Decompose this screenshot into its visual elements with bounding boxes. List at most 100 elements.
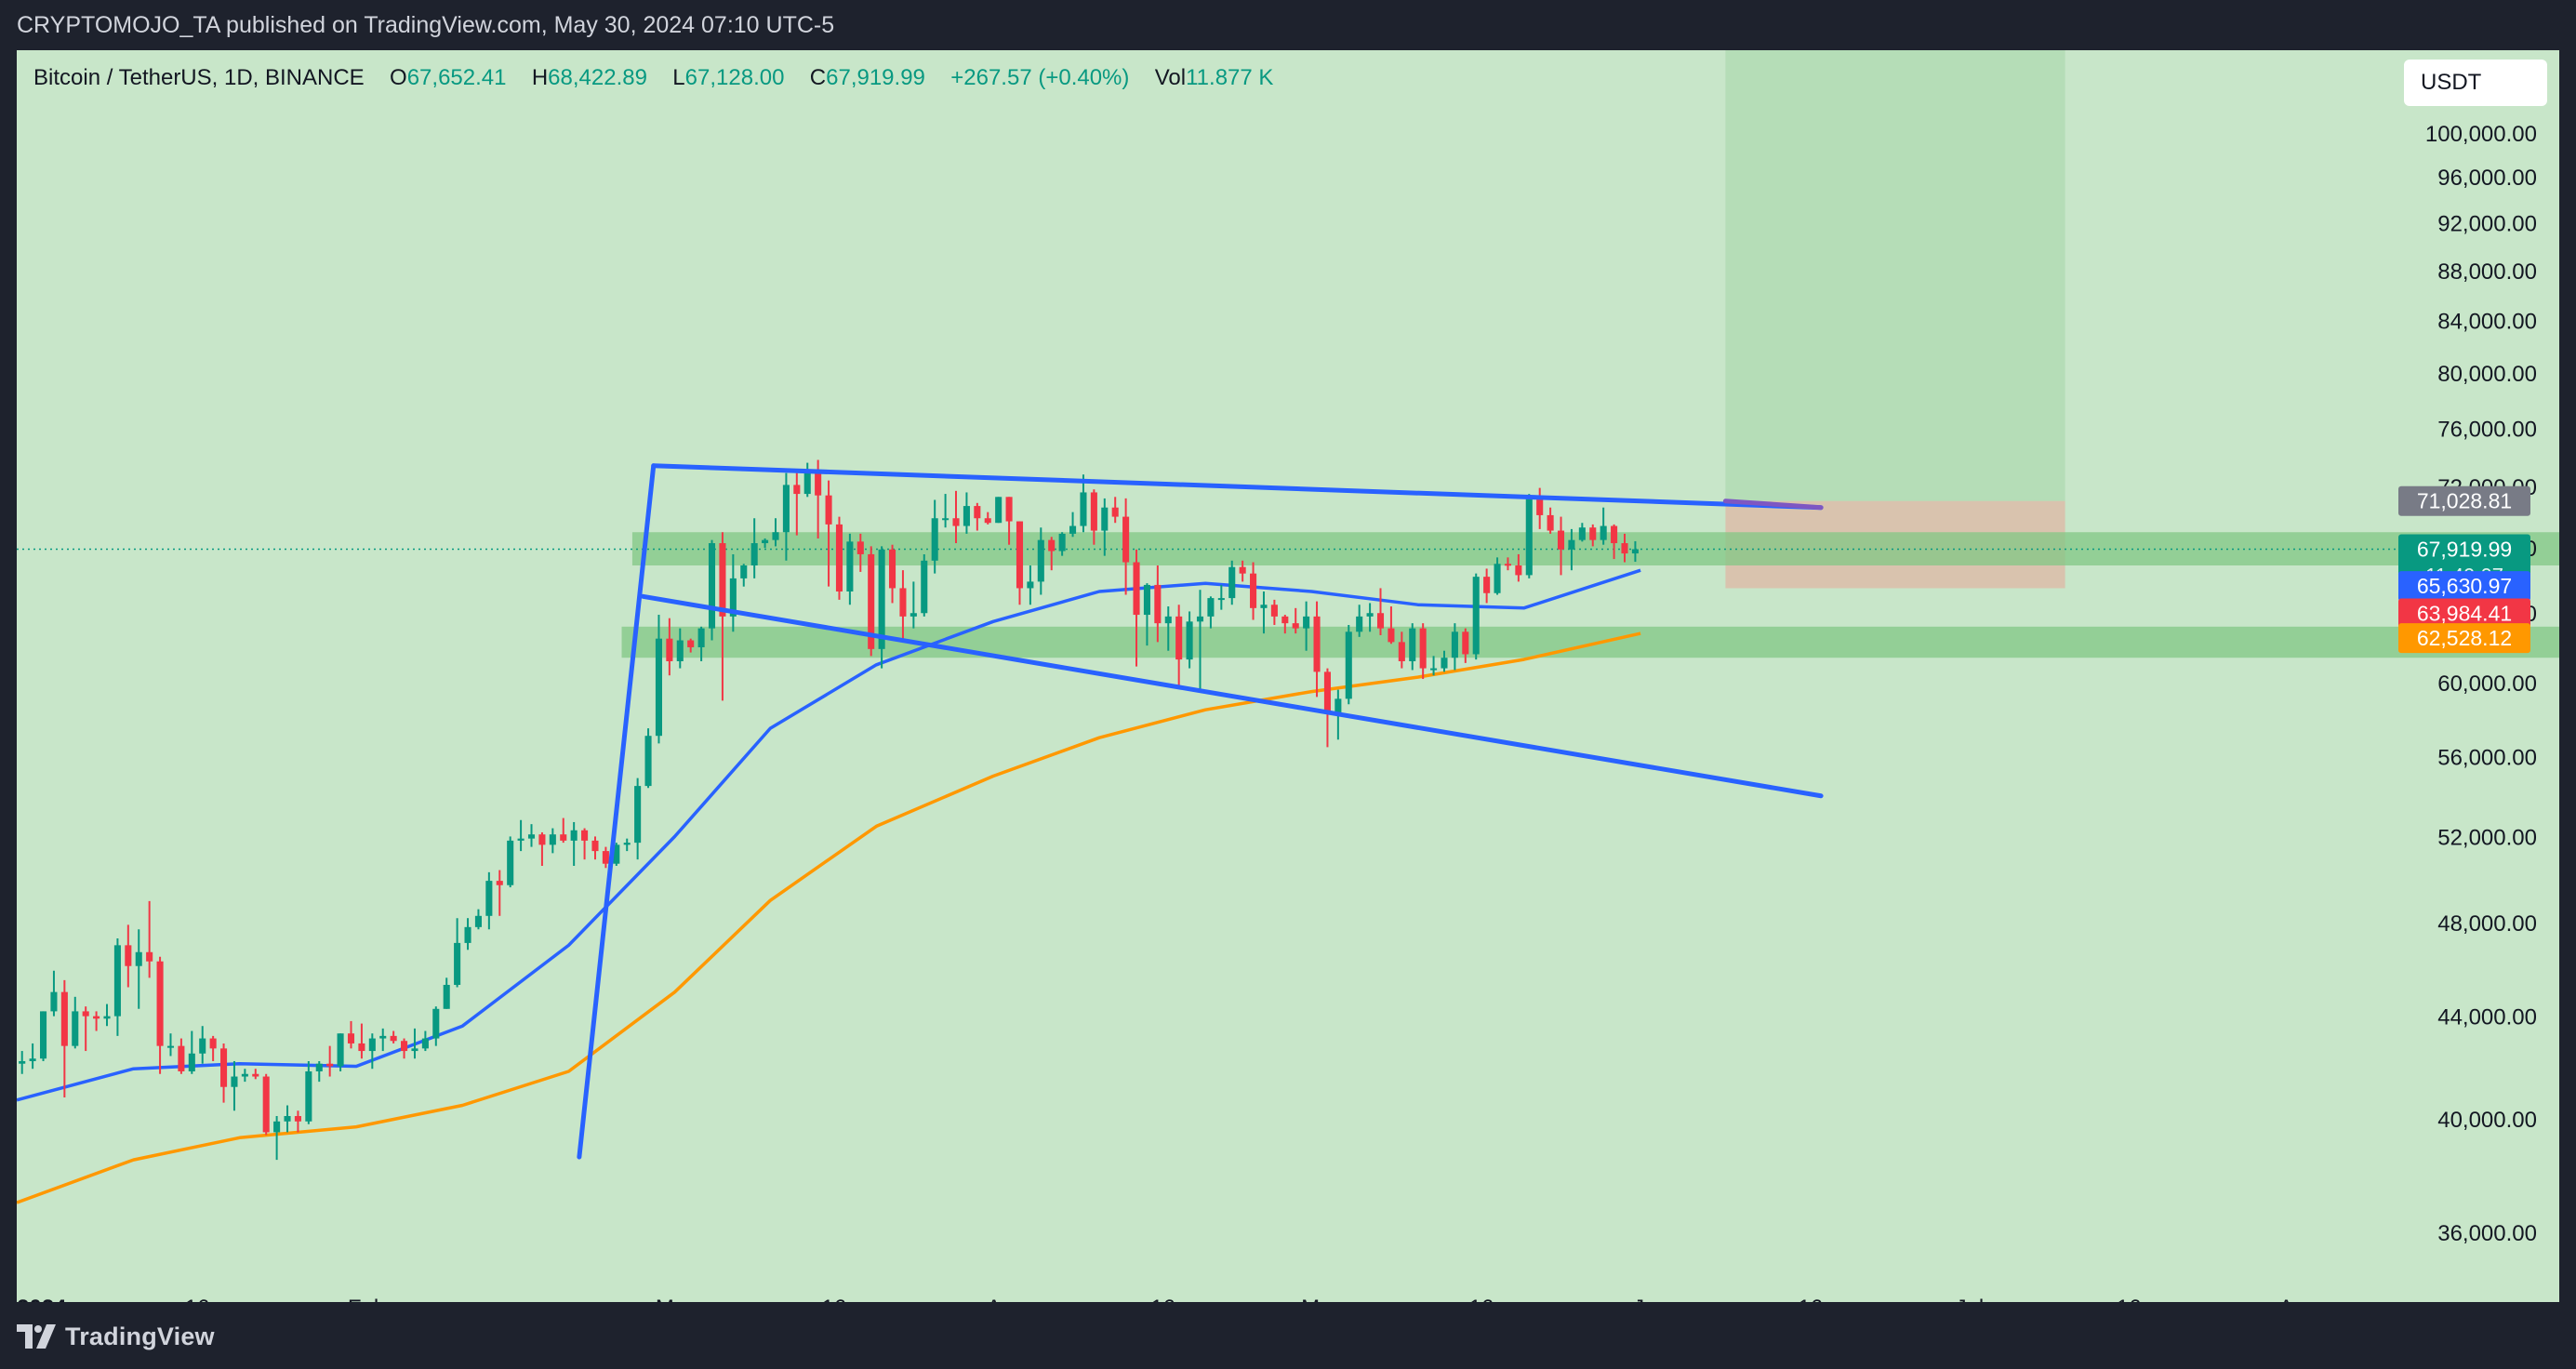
candle-body — [1334, 698, 1342, 714]
candle-body — [1196, 616, 1204, 622]
close-label: C — [809, 65, 827, 90]
price-axis-label: 92,000.00 — [2437, 211, 2537, 236]
candle-body — [1048, 539, 1056, 552]
candle-body — [390, 1035, 397, 1042]
candle-body — [1111, 507, 1119, 517]
candle-body — [1058, 533, 1066, 552]
candle-body — [496, 881, 503, 885]
candle-body — [1631, 549, 1639, 554]
price-axis-label: 84,000.00 — [2437, 310, 2537, 335]
price-badge-label: 67,919.99 — [2417, 537, 2512, 561]
trendline-1 — [577, 463, 657, 1160]
candle-body — [1186, 621, 1193, 660]
candle-body — [1292, 623, 1299, 629]
candle-body — [1228, 566, 1236, 599]
candle-body — [220, 1048, 228, 1087]
candle-body — [1504, 564, 1512, 566]
footer-brand[interactable]: TradingView — [65, 1322, 215, 1350]
low-label: L — [672, 65, 685, 90]
candle-body — [326, 1063, 334, 1067]
candle-body — [273, 1121, 281, 1133]
candle-body — [1472, 577, 1480, 655]
chart-pane[interactable]: 36,000.00 40,000.00 44,000.00 48,000.00 52,0… — [17, 50, 2559, 1302]
high-value: 68,422.89 — [548, 65, 647, 90]
price-axis-label: 36,000.00 — [2437, 1221, 2537, 1246]
candle-body — [1388, 628, 1395, 643]
price-badge-label: 62,528.12 — [2417, 626, 2512, 650]
candle-body — [1090, 492, 1097, 531]
candle-body — [899, 588, 907, 617]
candle-body — [878, 549, 885, 649]
candle-body — [1005, 497, 1013, 522]
ohlc-legend: Bitcoin / TetherUS, 1D, BINANCE O67,652.… — [33, 65, 1273, 91]
price-badge-label: 63,984.41 — [2417, 602, 2512, 626]
candle-body — [1101, 507, 1109, 531]
time-axis-label: 16 — [1469, 1296, 1494, 1302]
candle-body — [432, 1008, 440, 1039]
candle-body — [995, 497, 1003, 524]
open-value: 67,652.41 — [406, 65, 507, 90]
candle-body — [1515, 565, 1522, 576]
candle-body — [517, 838, 524, 841]
candle-body — [1356, 616, 1363, 632]
candle-body — [1430, 668, 1438, 671]
candle-body — [750, 543, 758, 565]
candle-body — [284, 1116, 291, 1122]
candle-body — [166, 1045, 175, 1048]
candle-body — [623, 843, 631, 845]
time-axis-label: Mar — [656, 1296, 694, 1302]
price-badge-label: 71,028.81 — [2417, 489, 2512, 513]
candle-body — [538, 834, 546, 845]
price-axis-label: 56,000.00 — [2437, 746, 2537, 771]
candle-body — [19, 1060, 26, 1064]
candle-body — [1323, 671, 1331, 714]
candlestick-chart[interactable]: 36,000.00 40,000.00 44,000.00 48,000.00 52,0… — [17, 50, 2559, 1302]
candle-body — [178, 1045, 185, 1071]
price-badge — [2398, 485, 2530, 516]
candle-body — [1578, 527, 1586, 540]
currency-button[interactable]: USDT — [2404, 60, 2547, 106]
candle-body — [942, 518, 949, 521]
time-axis-label: Aug — [2278, 1296, 2318, 1302]
candle-body — [856, 541, 864, 554]
candle-body — [549, 834, 556, 845]
price-badge — [2398, 598, 2530, 629]
candle-body — [454, 942, 461, 985]
candle-body — [1419, 628, 1427, 669]
candle-body — [772, 532, 779, 540]
candle-body — [888, 549, 896, 589]
candle-body — [368, 1038, 376, 1052]
candle-body — [1536, 495, 1544, 515]
candle-body — [687, 640, 695, 647]
candle-body — [581, 830, 589, 841]
candle-body — [602, 851, 609, 864]
candle-body — [1175, 616, 1183, 660]
candle-body — [358, 1043, 365, 1052]
candle-body — [719, 543, 726, 617]
time-axis-label: Jun — [1633, 1296, 1669, 1302]
price-badge-label: 65,630.97 — [2417, 574, 2512, 598]
ma-fast-line — [17, 568, 1641, 1102]
time-axis-label: 16 — [1798, 1296, 1823, 1302]
candle-body — [984, 518, 991, 524]
candle-body — [156, 961, 164, 1046]
candle-body — [815, 470, 822, 496]
candle-body — [125, 945, 132, 966]
candle-body — [103, 1016, 111, 1019]
candle-body — [443, 984, 450, 1009]
price-badge — [2398, 571, 2530, 602]
candle-body — [1441, 658, 1448, 669]
candle-body — [762, 539, 769, 544]
candle-body — [782, 485, 790, 533]
candle-body — [199, 1038, 206, 1054]
candle-body — [1376, 613, 1385, 629]
candle-body — [82, 1011, 89, 1017]
candle-body — [1270, 605, 1278, 617]
candle-body — [729, 578, 737, 617]
candle-body — [846, 541, 854, 591]
candle-body — [527, 834, 536, 839]
symbol-title[interactable]: Bitcoin / TetherUS, 1D, BINANCE — [33, 65, 365, 90]
candle-body — [1207, 598, 1215, 617]
time-axis-label: Apr — [987, 1296, 1021, 1302]
candle-body — [952, 518, 960, 526]
